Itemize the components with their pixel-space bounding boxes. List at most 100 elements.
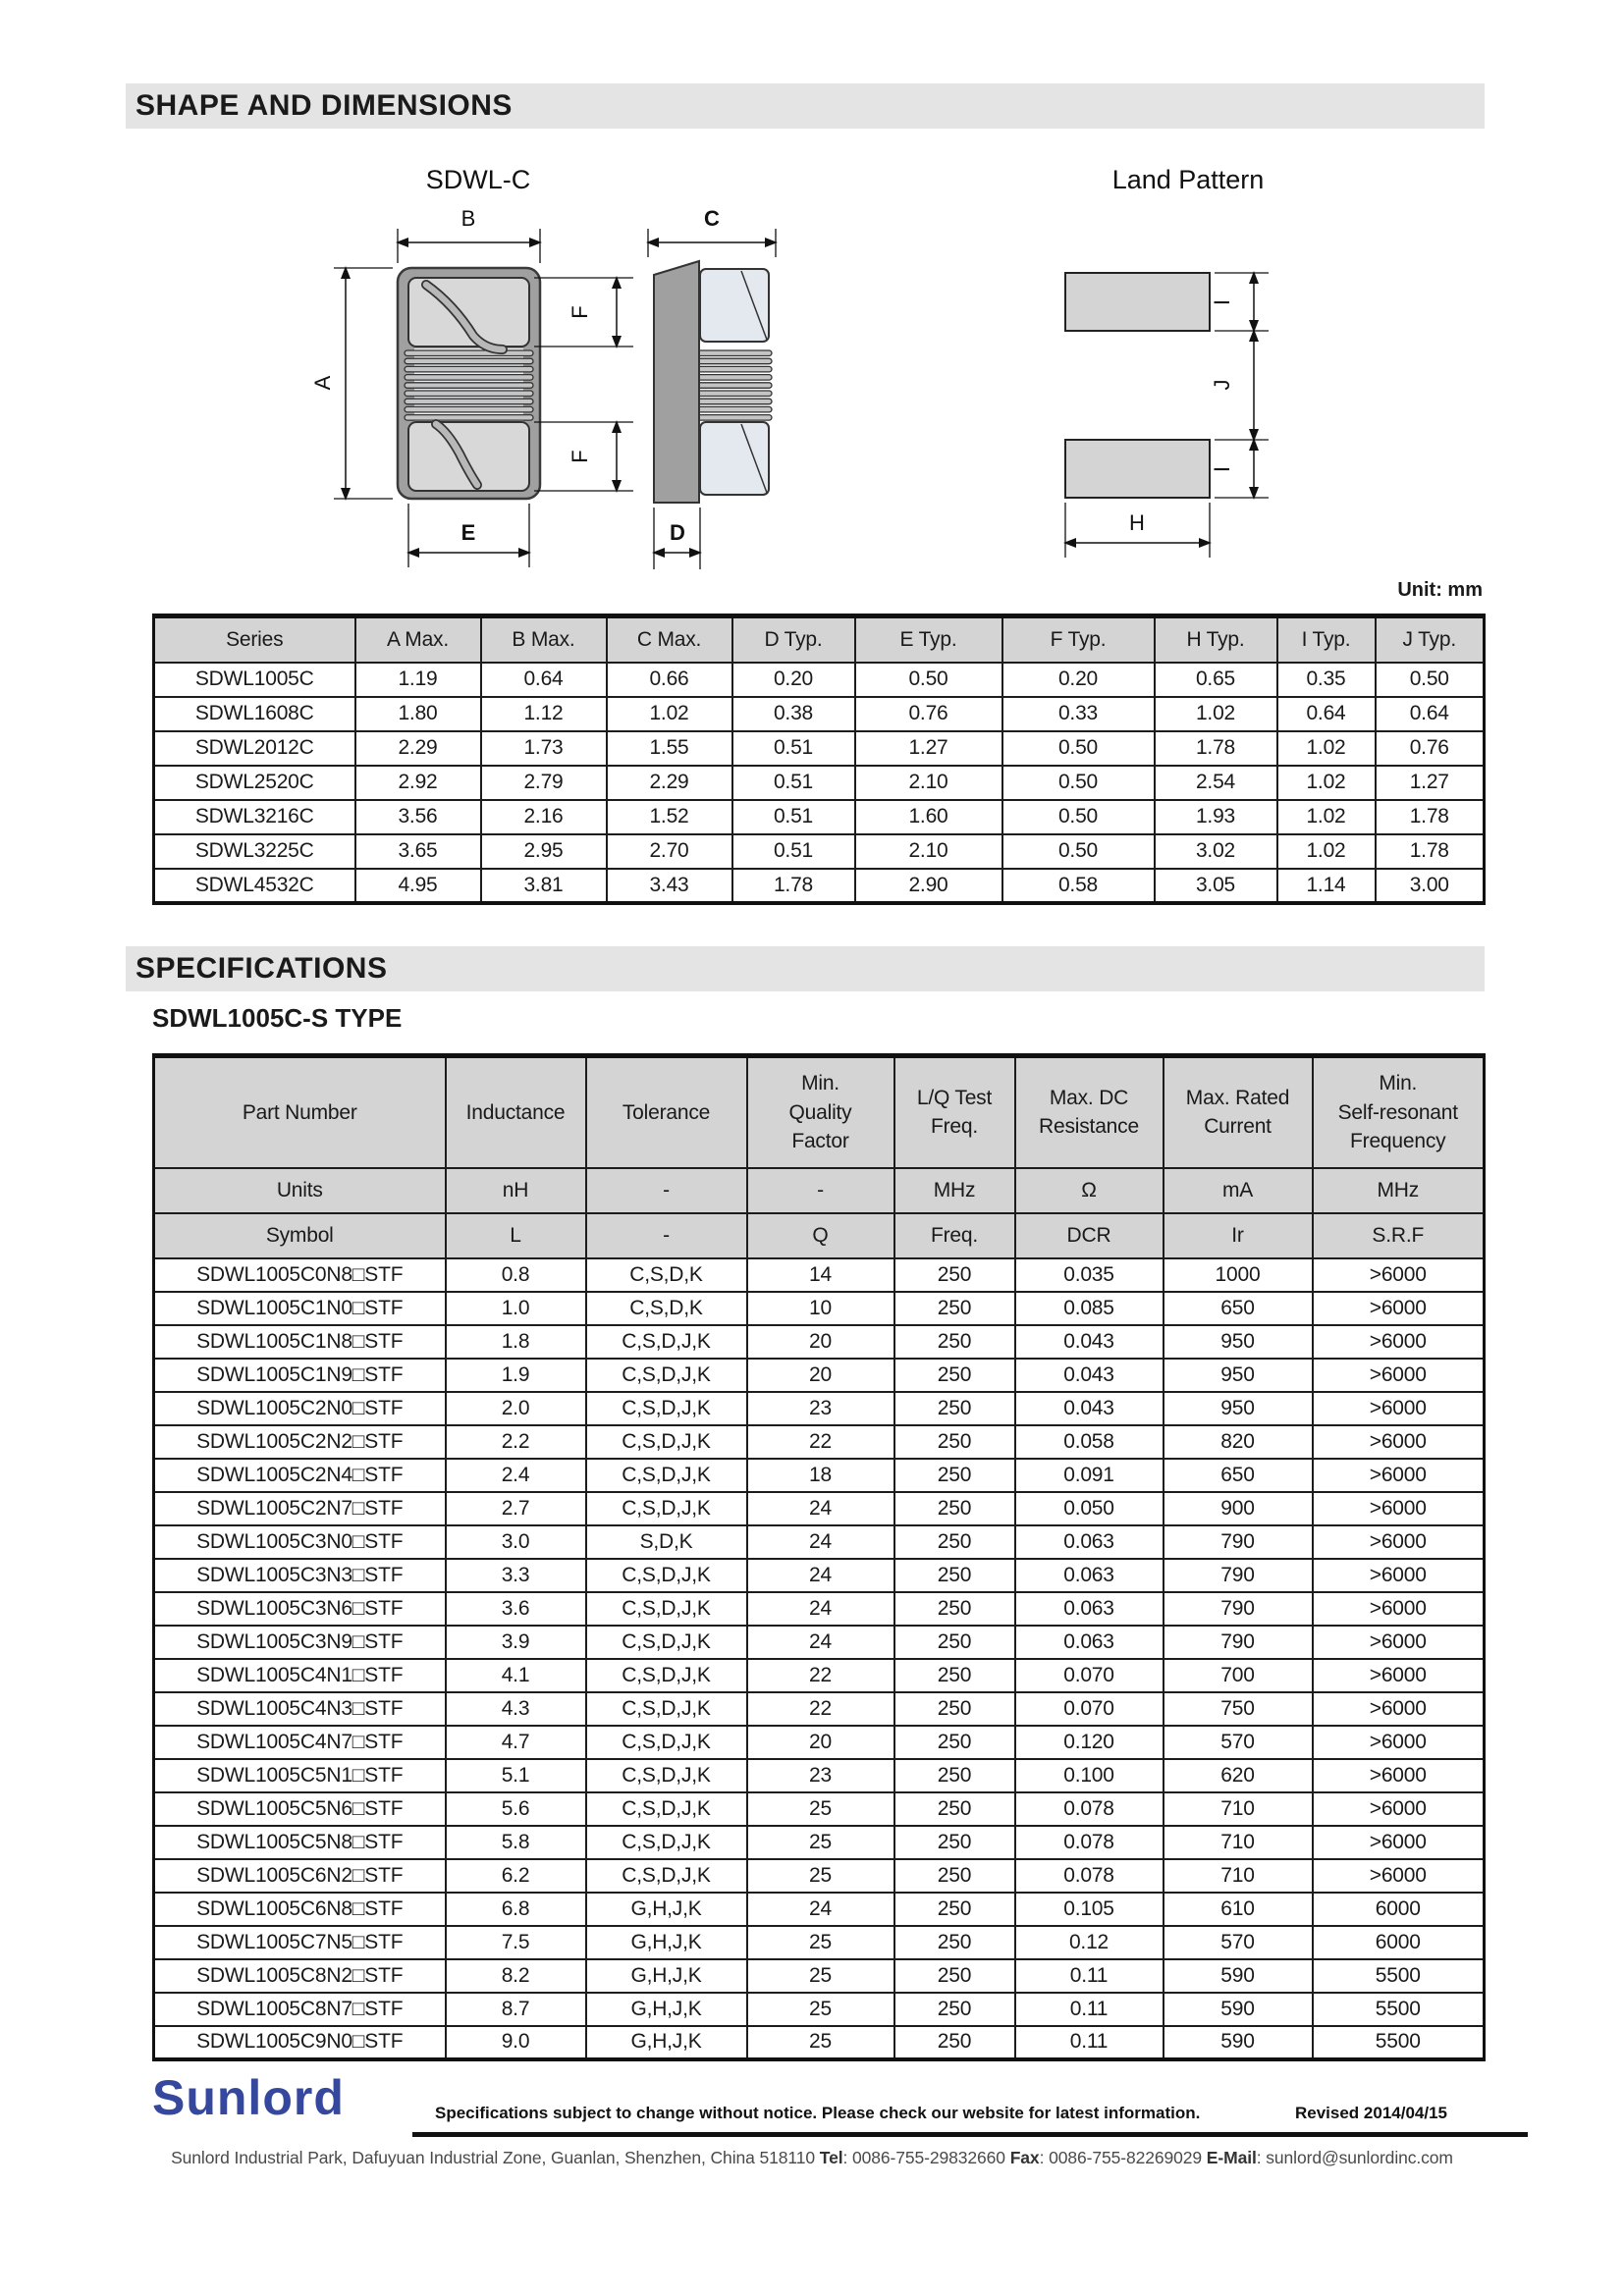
part-number-cell: SDWL1005C1N9□STF [152, 1357, 447, 1393]
table-cell: 23 [745, 1390, 895, 1426]
table-cell: 0.085 [1013, 1290, 1164, 1326]
table-cell: 2.79 [479, 764, 608, 801]
spec-units-cell: MHz [1311, 1166, 1486, 1214]
spec-units-cell: MHz [893, 1166, 1016, 1214]
table-cell: 3.9 [444, 1624, 587, 1660]
sunlord-logo: Sunlord [152, 2070, 345, 2125]
table-cell: 25 [745, 1991, 895, 2027]
table-cell: 0.120 [1013, 1724, 1164, 1760]
table-cell: 0.8 [444, 1256, 587, 1293]
spec-header-cell: L/Q Test Freq. [893, 1054, 1016, 1169]
table-cell: 820 [1162, 1423, 1314, 1460]
table-cell: 250 [893, 1824, 1016, 1860]
table-cell: 8.2 [444, 1957, 587, 1994]
table-cell: 250 [893, 1991, 1016, 2027]
dims-header-cell: F Typ. [1001, 614, 1156, 664]
dimensions-table: Series A Max. B Max. C Max. D Typ. E Typ. F Ty… [152, 614, 1486, 905]
side-terminal-bottom [699, 421, 770, 496]
footer-notice-text: Specifications subject to change without… [435, 2104, 1201, 2122]
table-row: SDWL1005C8N7□STF 8.7 G,H,J,K 25 250 0.11 590 55… [152, 1991, 1486, 2027]
table-cell: 3.05 [1153, 867, 1278, 904]
table-cell: 250 [893, 1323, 1016, 1360]
table-cell: 1.02 [1275, 798, 1377, 835]
table-cell: 0.078 [1013, 1824, 1164, 1860]
part-number-cell: SDWL1005C4N1□STF [152, 1657, 447, 1693]
table-cell: 20 [745, 1323, 895, 1360]
table-cell: 1.78 [1374, 832, 1486, 870]
table-cell: 0.51 [731, 729, 856, 767]
footer-tel-label: Tel [819, 2148, 843, 2167]
dims-header-cell: E Typ. [853, 614, 1003, 664]
table-cell: 3.0 [444, 1523, 587, 1560]
table-cell: >6000 [1311, 1290, 1486, 1326]
table-cell: >6000 [1311, 1323, 1486, 1360]
part-number-cell: SDWL1005C1N0□STF [152, 1290, 447, 1326]
table-cell: 24 [745, 1891, 895, 1927]
table-cell: 1.02 [605, 695, 733, 732]
table-cell: 22 [745, 1423, 895, 1460]
table-cell: 3.3 [444, 1557, 587, 1593]
table-cell: C,S,D,J,K [584, 1557, 748, 1593]
table-cell: 570 [1162, 1724, 1314, 1760]
dims-header-cell: B Max. [479, 614, 608, 664]
table-cell: 0.078 [1013, 1857, 1164, 1894]
table-cell: C,S,D,J,K [584, 1824, 748, 1860]
table-cell: C,S,D,J,K [584, 1790, 748, 1827]
spec-units-cell: nH [444, 1166, 587, 1214]
table-cell: 250 [893, 1891, 1016, 1927]
table-cell: 710 [1162, 1824, 1314, 1860]
table-cell: 24 [745, 1590, 895, 1627]
table-cell: 1.02 [1275, 832, 1377, 870]
table-cell: 1.12 [479, 695, 608, 732]
spec-header-cell: Inductance [444, 1054, 587, 1169]
table-cell: 700 [1162, 1657, 1314, 1693]
table-cell: 950 [1162, 1390, 1314, 1426]
table-row: SDWL2012C 2.29 1.73 1.55 0.51 1.27 0.50 1.78 1.0… [152, 729, 1486, 767]
table-cell: 750 [1162, 1690, 1314, 1727]
table-cell: C,S,D,J,K [584, 1757, 748, 1793]
table-cell: C,S,D,J,K [584, 1857, 748, 1894]
table-cell: 0.64 [1374, 695, 1486, 732]
spec-symbol-cell: L [444, 1211, 587, 1259]
part-number-cell: SDWL1005C5N6□STF [152, 1790, 447, 1827]
table-row: SDWL1005C2N0□STF 2.0 C,S,D,J,K 23 250 0.043 95… [152, 1390, 1486, 1426]
table-cell: 250 [893, 1423, 1016, 1460]
spec-units-cell: mA [1162, 1166, 1314, 1214]
table-cell: 1.27 [1374, 764, 1486, 801]
table-cell: 0.76 [1374, 729, 1486, 767]
table-cell: 9.0 [444, 2024, 587, 2060]
table-cell: G,H,J,K [584, 1957, 748, 1994]
table-cell: 250 [893, 1490, 1016, 1526]
table-cell: 250 [893, 1757, 1016, 1793]
part-number-cell: SDWL1005C3N0□STF [152, 1523, 447, 1560]
table-cell: 4.3 [444, 1690, 587, 1727]
part-number-cell: SDWL1005C2N2□STF [152, 1423, 447, 1460]
table-cell: 24 [745, 1557, 895, 1593]
table-cell: 250 [893, 1523, 1016, 1560]
spec-symbol-cell: Q [745, 1211, 895, 1259]
table-cell: 0.66 [605, 661, 733, 698]
table-cell: 0.043 [1013, 1357, 1164, 1393]
part-number-cell: SDWL1005C6N2□STF [152, 1857, 447, 1894]
table-cell: 250 [893, 1924, 1016, 1960]
table-row: SDWL1005C3N0□STF 3.0 S,D,K 24 250 0.063 790 >60… [152, 1523, 1486, 1560]
table-cell: 6000 [1311, 1924, 1486, 1960]
table-cell: 3.43 [605, 867, 733, 904]
table-cell: 0.11 [1013, 2024, 1164, 2060]
table-cell: 0.51 [731, 764, 856, 801]
part-number-cell: SDWL1005C6N8□STF [152, 1891, 447, 1927]
table-cell: C,S,D,J,K [584, 1457, 748, 1493]
table-cell: >6000 [1311, 1690, 1486, 1727]
table-cell: 25 [745, 2024, 895, 2060]
table-cell: 1.78 [1153, 729, 1278, 767]
table-cell: 3.00 [1374, 867, 1486, 904]
table-cell: 2.95 [479, 832, 608, 870]
table-cell: >6000 [1311, 1724, 1486, 1760]
table-cell: SDWL4532C [152, 867, 356, 904]
footer-revised-date: Revised 2014/04/15 [1294, 2104, 1447, 2122]
part-number-cell: SDWL1005C3N3□STF [152, 1557, 447, 1593]
table-cell: 3.81 [479, 867, 608, 904]
table-cell: 790 [1162, 1624, 1314, 1660]
table-cell: 6.2 [444, 1857, 587, 1894]
table-cell: 0.20 [731, 661, 856, 698]
